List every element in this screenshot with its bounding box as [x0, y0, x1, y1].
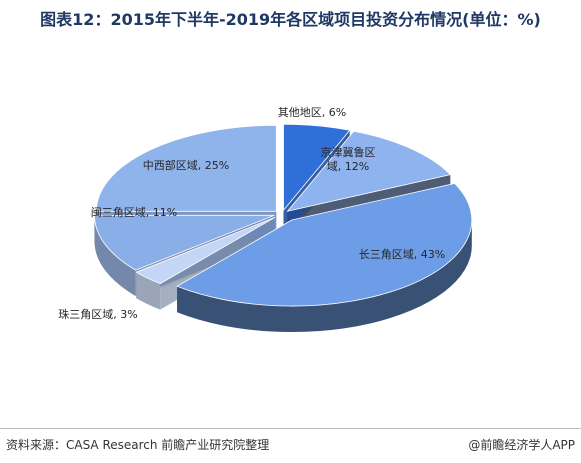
- label-pearl-delta: 珠三角区域, 3%: [58, 307, 137, 321]
- brand-note: @前瞻经济学人APP: [468, 438, 575, 452]
- slice-jing-jin-ji-lu: [286, 130, 452, 212]
- footer-divider: [0, 428, 581, 429]
- source-note: 资料来源：CASA Research 前瞻产业研究院整理: [6, 438, 270, 452]
- slice-central-western: [95, 124, 277, 212]
- label-min-delta: 闽三角区域, 11%: [91, 206, 177, 219]
- slice-other-region: [283, 123, 351, 212]
- slice-pearl-delta: [135, 217, 276, 285]
- label-central-western: 中西部区域, 25%: [143, 158, 229, 172]
- label-other-region: 其他地区, 6%: [278, 106, 346, 119]
- pie-slices: [94, 123, 473, 307]
- chart-title: 图表12：2015年下半年-2019年各区域项目投资分布情况(单位：%): [40, 10, 541, 29]
- slice-yangtze-delta: [176, 182, 473, 307]
- label-yangtze-delta: 长三角区域, 43%: [359, 248, 445, 261]
- label-jing-jin-ji-lu: 京津冀鲁区域, 12%: [321, 145, 376, 173]
- pie-labels: 其他地区, 6% 京津冀鲁区域, 12% 长三角区域, 43% 珠三角区域, 3% 闽三…: [58, 106, 445, 321]
- slice-min-delta: [94, 214, 275, 271]
